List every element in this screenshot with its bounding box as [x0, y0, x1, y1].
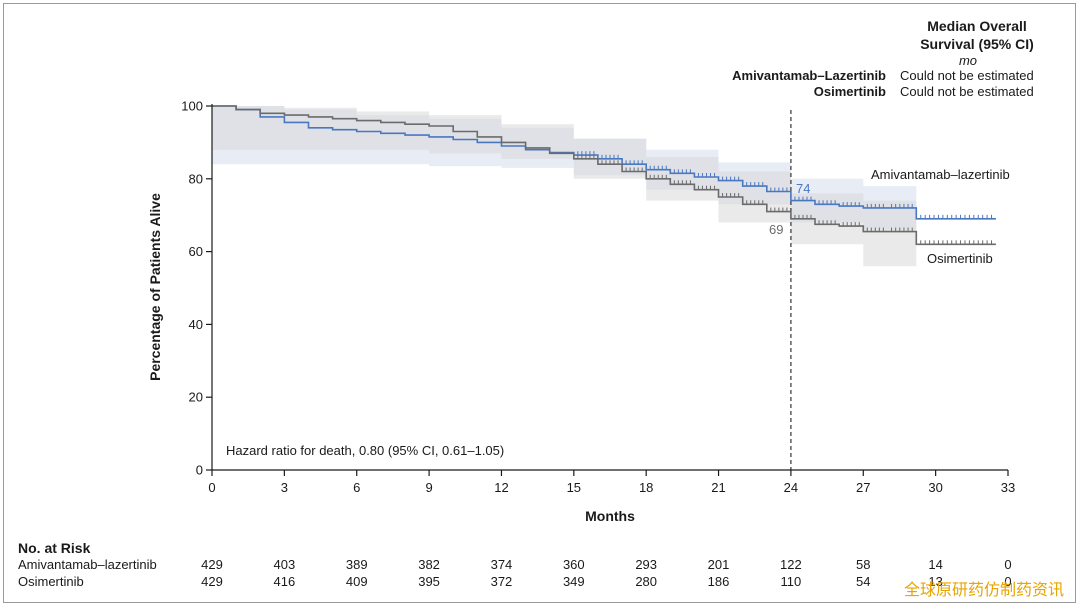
median-row-value-osimertinib: Could not be estimated — [900, 84, 1034, 99]
risk-row-osimertinib: Osimertinib 429 416 409 395 372 349 280 186 110 5… — [18, 574, 1012, 589]
censor-marks-amivantamab — [577, 151, 993, 219]
risk-row-label: Osimertinib — [18, 574, 84, 589]
risk-cell: 13 — [928, 574, 943, 589]
risk-cell: 186 — [707, 574, 730, 589]
risk-cell: 429 — [201, 557, 223, 572]
y-tick-label: 20 — [189, 390, 203, 405]
risk-cell: 293 — [635, 557, 658, 572]
series-end-label-osimertinib: Osimertinib — [927, 251, 993, 266]
y-axis-label: Percentage of Patients Alive — [147, 193, 163, 381]
x-tick-label: 21 — [711, 480, 725, 495]
x-tick-label: 30 — [928, 480, 942, 495]
risk-cell: 0 — [1004, 557, 1012, 572]
x-tick-label: 0 — [208, 480, 215, 495]
median-row-value-amivantamab: Could not be estimated — [900, 68, 1034, 83]
ci-band-osimertinib — [212, 106, 917, 267]
y-tick-label: 80 — [189, 171, 203, 186]
y-tick-label: 60 — [189, 244, 203, 259]
confidence-bands — [212, 106, 917, 267]
risk-row-amivantamab: Amivantamab–lazertinib 429 403 389 382 374 36… — [18, 557, 1012, 572]
median-survival-box: Median Overall Survival (95% CI) mo Amiv… — [732, 18, 1034, 99]
series-end-label-amivantamab: Amivantamab–lazertinib — [871, 167, 1010, 182]
risk-cell: 416 — [273, 574, 296, 589]
x-tick-label: 27 — [856, 480, 870, 495]
y-tick-label: 40 — [189, 317, 203, 332]
risk-cell: 349 — [562, 574, 585, 589]
risk-table-title: No. at Risk — [18, 540, 91, 556]
risk-cell: 280 — [635, 574, 658, 589]
x-tick-label: 12 — [494, 480, 508, 495]
risk-cell: 201 — [707, 557, 730, 572]
watermark-text: 全球原研药仿制药资讯 — [903, 580, 1064, 599]
risk-cell: 395 — [418, 574, 440, 589]
risk-cell: 403 — [273, 557, 296, 572]
censor-marks-osimertinib — [577, 154, 993, 245]
risk-cell: 0 — [1004, 574, 1012, 589]
risk-cell: 54 — [856, 574, 871, 589]
risk-cell: 58 — [856, 557, 871, 572]
risk-cell: 389 — [345, 557, 368, 572]
median-header-line1: Median Overall — [927, 18, 1027, 34]
risk-cell: 14 — [928, 557, 943, 572]
risk-cell: 372 — [490, 574, 513, 589]
x-tick-label: 33 — [1001, 480, 1015, 495]
risk-cell: 409 — [345, 574, 368, 589]
risk-cell: 122 — [780, 557, 802, 572]
x-tick-label: 9 — [425, 480, 432, 495]
hazard-ratio-annotation: Hazard ratio for death, 0.80 (95% CI, 0.… — [226, 443, 504, 458]
x-tick-label: 24 — [784, 480, 798, 495]
value-label-69: 69 — [769, 222, 783, 237]
risk-cell: 360 — [562, 557, 585, 572]
median-row-name-osimertinib: Osimertinib — [814, 84, 886, 99]
median-unit: mo — [959, 53, 977, 68]
risk-cell: 382 — [418, 557, 440, 572]
x-tick-label: 3 — [281, 480, 288, 495]
y-tick-label: 0 — [196, 463, 203, 478]
value-label-74: 74 — [796, 181, 810, 196]
figure-frame — [3, 3, 1076, 603]
risk-row-label: Amivantamab–lazertinib — [18, 557, 157, 572]
median-header-line2: Survival (95% CI) — [920, 36, 1034, 52]
x-tick-label: 18 — [639, 480, 653, 495]
x-axis-label: Months — [585, 508, 635, 524]
x-tick-label: 6 — [353, 480, 360, 495]
survival-curves — [212, 105, 996, 246]
median-row-name-amivantamab: Amivantamab–Lazertinib — [732, 68, 886, 83]
y-tick-label: 100 — [181, 99, 203, 114]
risk-cell: 374 — [490, 557, 513, 572]
risk-cell: 429 — [201, 574, 223, 589]
x-tick-label: 15 — [567, 480, 581, 495]
risk-cell: 110 — [780, 574, 802, 589]
